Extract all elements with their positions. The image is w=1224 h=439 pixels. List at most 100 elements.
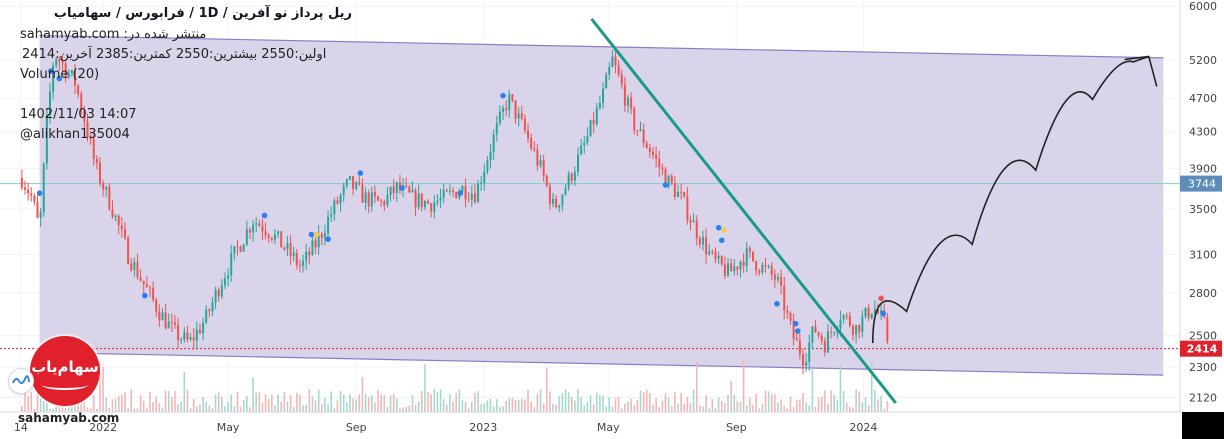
candle-body xyxy=(267,234,270,238)
volume-bar xyxy=(611,406,614,412)
candle-body xyxy=(764,264,767,267)
candle-body xyxy=(192,337,195,341)
volume-bar xyxy=(236,392,239,412)
volume-bar xyxy=(570,396,573,412)
candle-body xyxy=(105,186,108,190)
candle-body xyxy=(711,251,714,253)
candle-body xyxy=(680,191,683,193)
volume-bar xyxy=(186,389,189,412)
price-tick-label: 4700 xyxy=(1189,92,1217,105)
candle-body xyxy=(295,252,298,265)
volume-bar xyxy=(820,396,823,412)
volume-bar xyxy=(514,400,517,412)
volume-bar xyxy=(789,396,792,412)
candle-body xyxy=(533,148,536,150)
candle-body xyxy=(442,190,445,198)
candle-body xyxy=(242,244,245,252)
candle-body xyxy=(611,56,614,68)
candle-body xyxy=(695,220,698,239)
candle-body xyxy=(783,285,786,311)
candle-body xyxy=(45,115,48,164)
candle-body xyxy=(745,248,748,267)
candle-body xyxy=(773,274,776,280)
volume-bar xyxy=(824,390,826,412)
candle-body xyxy=(598,103,601,108)
volume-bar xyxy=(124,391,126,412)
candle-body xyxy=(726,263,729,276)
volume-bar xyxy=(46,401,48,412)
volume-bar xyxy=(464,402,467,412)
channel-fill xyxy=(39,35,1164,376)
volume-bar xyxy=(189,407,192,412)
candle-body xyxy=(405,185,408,187)
volume-bar xyxy=(452,401,454,412)
volume-bar xyxy=(211,408,214,412)
volume-bar xyxy=(405,406,407,412)
volume-bar xyxy=(417,401,420,412)
signal-marker-blue xyxy=(880,310,886,317)
candle-body xyxy=(173,322,176,325)
volume-bar xyxy=(402,407,404,412)
volume-bar xyxy=(130,389,133,412)
candle-body xyxy=(552,198,555,204)
hline-price-label: 3744 xyxy=(1188,178,1216,191)
volume-bar xyxy=(633,405,636,412)
volume-bar xyxy=(205,401,208,412)
candle-body xyxy=(508,94,511,111)
volume-bar xyxy=(870,361,873,412)
volume-bar xyxy=(289,394,292,412)
candle-body xyxy=(386,194,389,206)
candle-body xyxy=(408,186,411,193)
volume-bar xyxy=(827,403,829,412)
candle-body xyxy=(698,238,701,245)
candle-body xyxy=(689,220,692,223)
candle-body xyxy=(195,329,198,341)
volume-bar xyxy=(474,393,476,412)
candle-body xyxy=(495,123,498,135)
candle-body xyxy=(433,202,436,212)
volume-bar xyxy=(317,389,320,412)
candle-body xyxy=(858,325,861,332)
price-tick-label: 4300 xyxy=(1189,126,1217,139)
candle-body xyxy=(705,237,708,255)
volume-bar xyxy=(249,407,251,412)
volume-bar xyxy=(667,397,670,412)
volume-bar xyxy=(717,397,720,412)
volume-bar xyxy=(427,391,429,412)
volume-bar xyxy=(505,400,507,412)
wave-icon[interactable] xyxy=(8,368,34,394)
candle-body xyxy=(320,233,323,238)
candle-body xyxy=(723,264,726,276)
candle-body xyxy=(183,332,186,340)
volume-bar xyxy=(527,389,529,412)
volume-bar xyxy=(61,405,64,412)
volume-bar xyxy=(52,408,54,412)
candle-body xyxy=(217,290,220,297)
candle-body xyxy=(305,251,308,261)
volume-bar xyxy=(246,396,248,412)
volume-bar xyxy=(495,399,498,412)
volume-bar xyxy=(564,389,567,412)
volume-bar xyxy=(346,402,348,412)
candle-body xyxy=(270,237,273,240)
volume-bar xyxy=(108,407,111,412)
price-tick-label: 2500 xyxy=(1189,330,1217,343)
candle-body xyxy=(111,209,114,217)
candle-body xyxy=(58,58,61,62)
volume-bar xyxy=(389,395,392,412)
candle-body xyxy=(164,312,167,329)
volume-bar xyxy=(408,405,411,412)
candle-body xyxy=(258,223,261,227)
candle-body xyxy=(223,278,226,286)
time-tick-label: 14 xyxy=(14,421,28,434)
volume-bar xyxy=(502,406,504,412)
candle-body xyxy=(380,200,383,202)
volume-bar xyxy=(224,406,226,412)
volume-bar xyxy=(486,400,489,412)
volume-bar xyxy=(817,397,820,412)
volume-bar xyxy=(777,402,779,412)
candle-body xyxy=(189,337,192,340)
volume-bar xyxy=(114,398,117,412)
volume-bar xyxy=(755,393,757,412)
